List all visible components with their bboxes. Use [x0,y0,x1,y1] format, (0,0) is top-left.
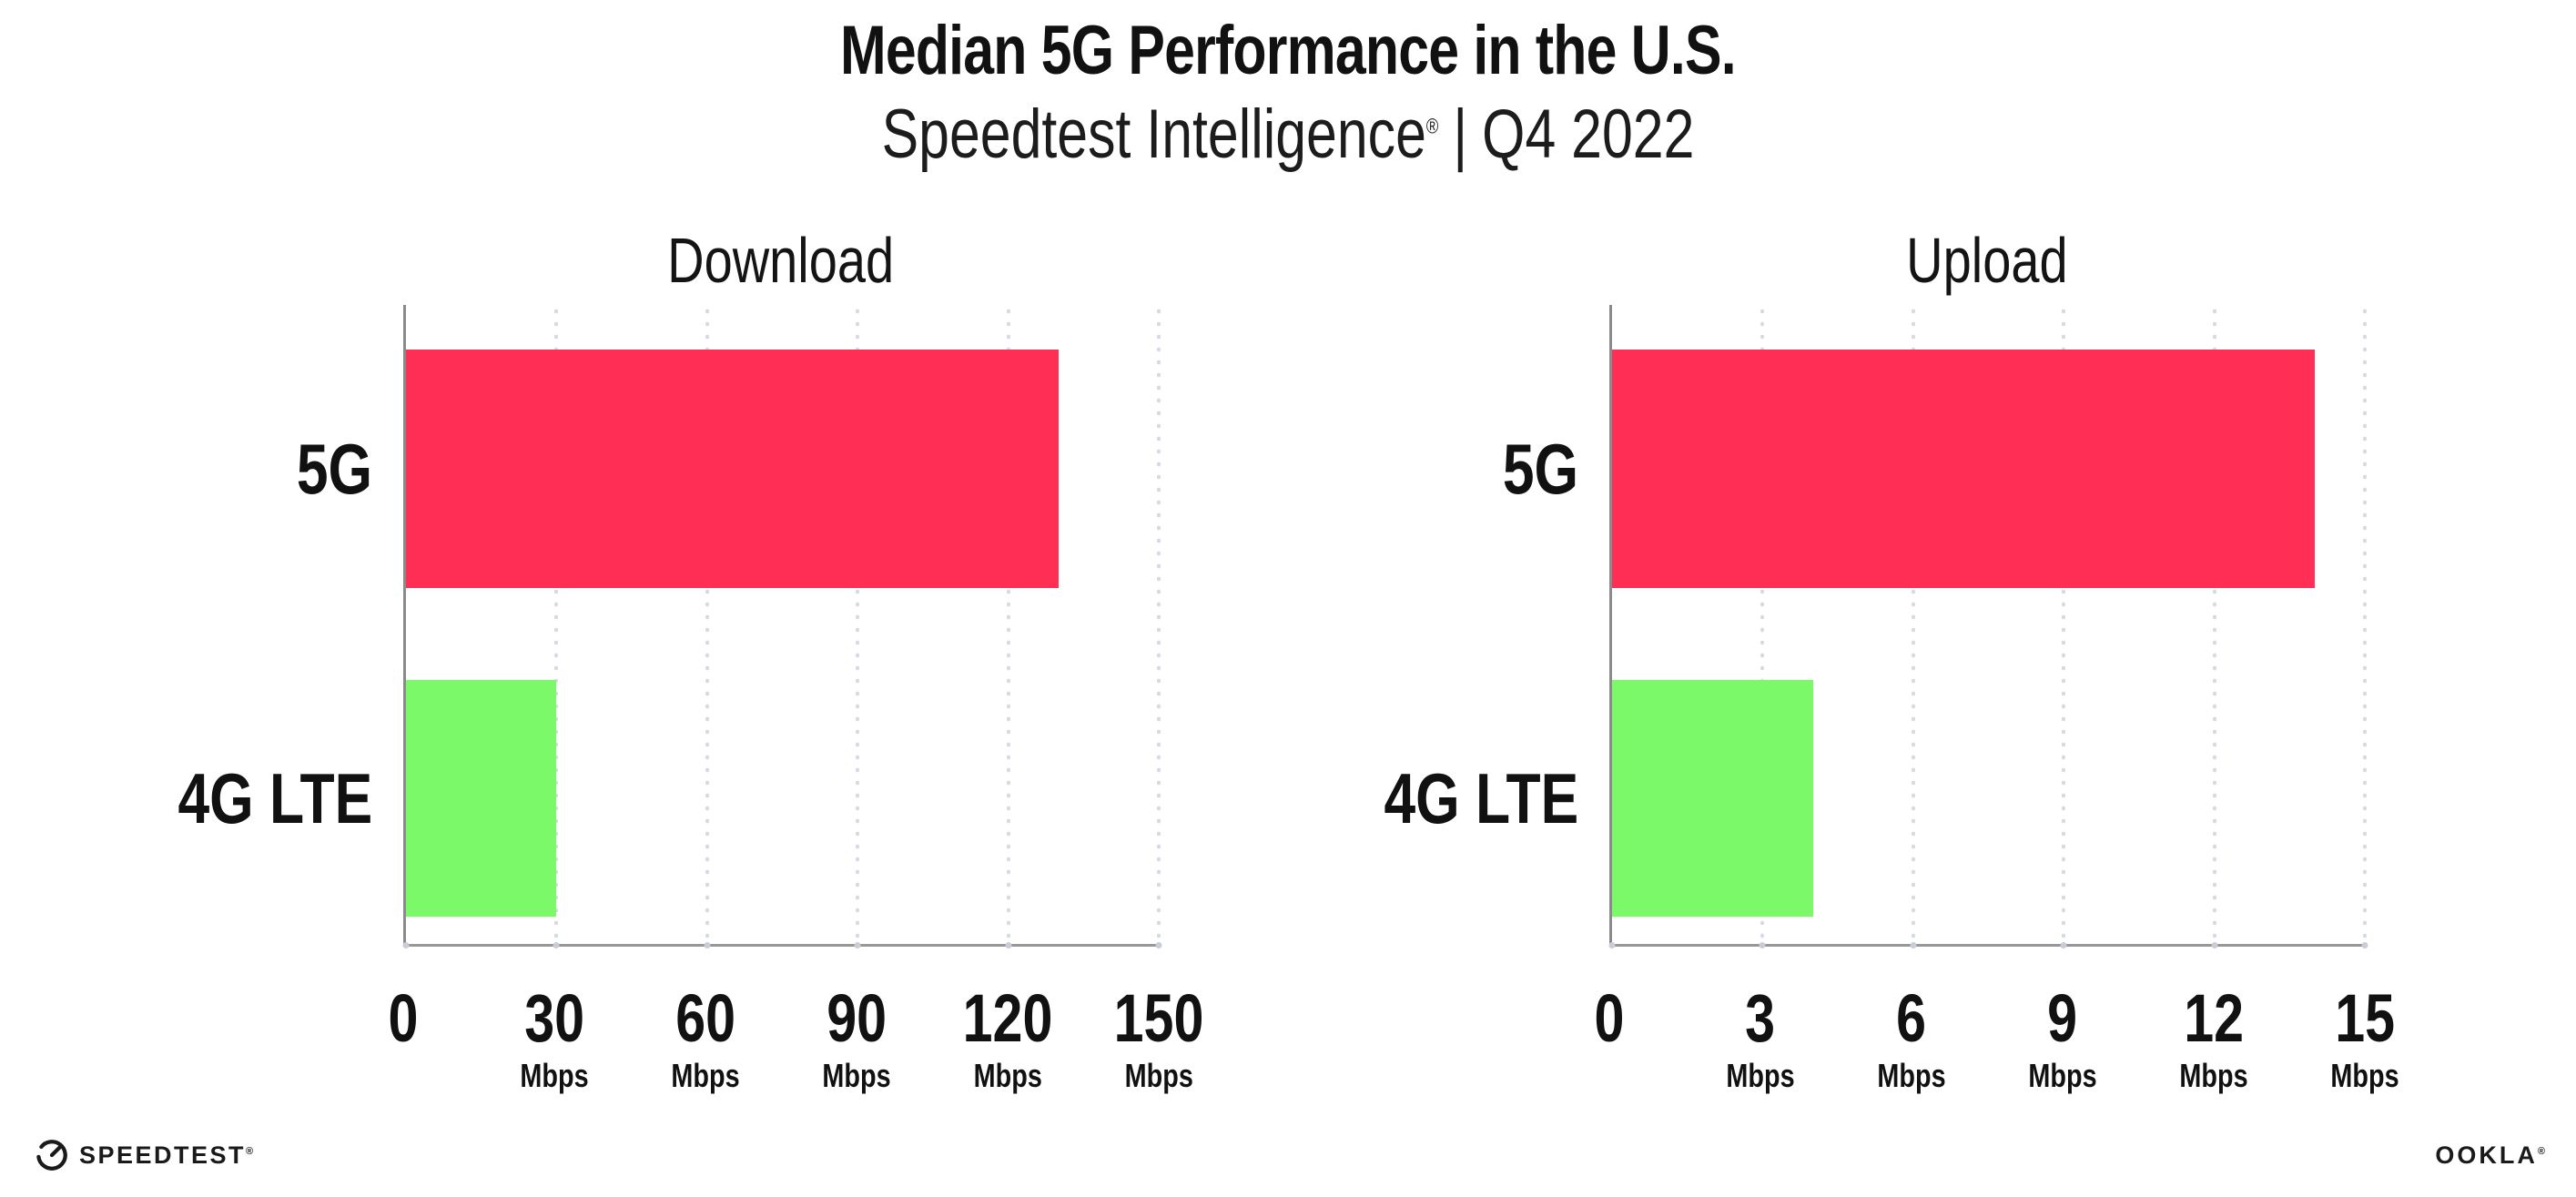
x-tick-value: 150 [1113,980,1204,1056]
subtitle-period: Q4 2022 [1482,96,1695,173]
x-tick-unit: Mbps [1124,1057,1193,1094]
category-label-5g: 5G [1502,429,1578,509]
speedtest-wordmark: SPEEDTEST® [79,1141,254,1169]
x-tick-unit: Mbps [973,1057,1042,1094]
tick-mark-90 [854,942,861,948]
bar-4g-lte-download [406,680,557,917]
chart-title-download: Download [667,225,895,296]
x-tick-label-30: 30 Mbps [512,985,597,1092]
x-tick-value: 15 [2335,980,2395,1056]
tick-mark-150 [1155,942,1162,948]
category-label-wrap-4g-lte: 4G LTE [1335,763,1578,834]
tick-mark-120 [1005,942,1012,948]
gridline-9 [2062,305,2066,944]
category-label-wrap-5g: 5G [278,433,372,504]
x-tick-value: 60 [675,980,735,1056]
x-tick-unit: Mbps [822,1057,891,1094]
x-tick-label-12: 12 Mbps [2171,985,2257,1092]
x-tick-label-0: 0 [1590,985,1628,1052]
x-tick-value: 90 [827,980,887,1056]
x-tick-unit: Mbps [671,1057,740,1094]
gridline-6 [1911,305,1915,944]
category-label-4g-lte: 4G LTE [1384,758,1578,838]
tick-mark-6 [1910,942,1917,948]
x-tick-unit: Mbps [1877,1057,1946,1094]
tick-mark-12 [2211,942,2218,948]
category-label-wrap-5g: 5G [1484,433,1578,504]
x-tick-value: 0 [1594,980,1625,1056]
gridline-90 [856,305,860,944]
tick-mark-0 [1608,942,1616,948]
bar-4g-lte-upload [1612,680,1813,917]
category-label-wrap-4g-lte: 4G LTE [129,763,372,834]
gridline-12 [2212,305,2216,944]
chart-title-upload: Upload [1906,225,2068,296]
download-chart: Download 0 30 Mbps 60 Mbps 90 Mbps 120 Mbps 150 Mb… [177,228,1203,1092]
speedtest-gauge-icon [35,1138,69,1172]
x-tick-label-90: 90 Mbps [814,985,899,1092]
upload-chart: Upload 0 3 Mbps 6 Mbps 9 Mbps 12 Mbps 15 Mbps 5G 4G … [1384,228,2399,1092]
upload-plot-area [1608,305,2368,948]
x-tick-unit: Mbps [1726,1057,1795,1094]
gridline-60 [705,305,709,944]
x-tick-value: 120 [962,980,1053,1056]
tick-mark-30 [553,942,560,948]
page-title: Median 5G Performance in the U.S. [0,15,2576,87]
x-tick-unit: Mbps [520,1057,589,1094]
x-tick-label-6: 6 Mbps [1869,985,1954,1092]
subtitle-brand: Speedtest Intelligence [881,96,1426,173]
x-tick-label-15: 15 Mbps [2322,985,2408,1092]
subtitle-separator: | [1453,96,1468,173]
tick-mark-60 [704,942,711,948]
x-tick-unit: Mbps [2028,1057,2097,1094]
bar-5g-upload [1612,350,2315,588]
gridline-30 [554,305,559,944]
speedtest-logo: SPEEDTEST® [35,1138,253,1172]
gridline-15 [2363,305,2367,944]
x-tick-unit: Mbps [2330,1057,2399,1094]
tick-mark-3 [1759,942,1766,948]
page-title-text: Median 5G Performance in the U.S. [840,12,1737,89]
x-tick-label-0: 0 [384,985,421,1052]
x-tick-value: 0 [388,980,419,1056]
x-tick-label-9: 9 Mbps [2020,985,2105,1092]
x-tick-value: 6 [1896,980,1927,1056]
x-tick-label-150: 150 Mbps [1102,985,1214,1092]
x-tick-value: 30 [524,980,584,1056]
x-tick-label-3: 3 Mbps [1718,985,1803,1092]
x-tick-unit: Mbps [2179,1057,2248,1094]
gridline-120 [1006,305,1010,944]
x-tick-value: 12 [2184,980,2244,1056]
tick-mark-9 [2060,942,2067,948]
tick-mark-15 [2361,942,2368,948]
download-plot-area [402,305,1162,948]
x-tick-value: 3 [1745,980,1776,1056]
tick-mark-0 [402,942,410,948]
bar-5g-download [406,350,1059,588]
registered-mark: ® [2537,1146,2545,1157]
registered-mark: ® [246,1145,254,1157]
x-tick-label-120: 120 Mbps [951,985,1063,1092]
ookla-logo: OOKLA® [2435,1143,2545,1168]
gridline-3 [1760,305,1765,944]
ookla-wordmark: OOKLA [2435,1141,2538,1169]
x-tick-value: 9 [2047,980,2078,1056]
category-label-4g-lte: 4G LTE [177,758,372,838]
registered-mark: ® [1425,114,1439,138]
category-label-5g: 5G [296,429,372,509]
x-tick-label-60: 60 Mbps [663,985,748,1092]
page-subtitle: Speedtest Intelligence® | Q4 2022 [0,98,2576,171]
gridline-150 [1157,305,1161,944]
